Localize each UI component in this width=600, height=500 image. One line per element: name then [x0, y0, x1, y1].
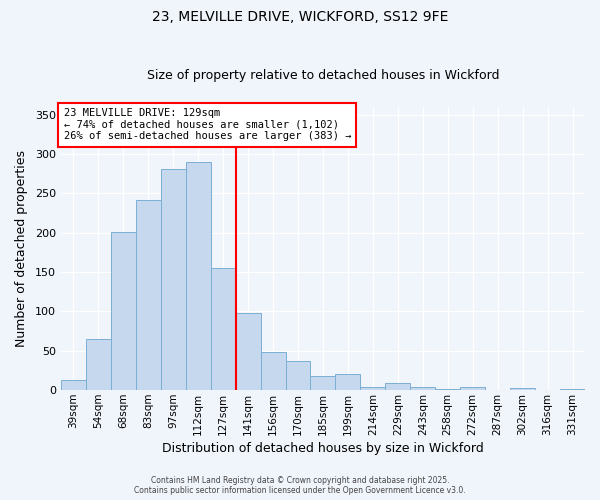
Bar — [410, 387, 435, 390]
Text: 23, MELVILLE DRIVE, WICKFORD, SS12 9FE: 23, MELVILLE DRIVE, WICKFORD, SS12 9FE — [152, 10, 448, 24]
Bar — [260, 352, 286, 390]
Bar — [236, 313, 260, 390]
Bar — [61, 380, 86, 390]
Bar — [460, 387, 485, 390]
X-axis label: Distribution of detached houses by size in Wickford: Distribution of detached houses by size … — [162, 442, 484, 455]
Title: Size of property relative to detached houses in Wickford: Size of property relative to detached ho… — [147, 69, 499, 82]
Bar — [335, 374, 361, 390]
Y-axis label: Number of detached properties: Number of detached properties — [15, 150, 28, 347]
Text: 23 MELVILLE DRIVE: 129sqm
← 74% of detached houses are smaller (1,102)
26% of se: 23 MELVILLE DRIVE: 129sqm ← 74% of detac… — [64, 108, 351, 142]
Text: Contains HM Land Registry data © Crown copyright and database right 2025.
Contai: Contains HM Land Registry data © Crown c… — [134, 476, 466, 495]
Bar — [211, 268, 236, 390]
Bar — [385, 383, 410, 390]
Bar — [136, 200, 161, 390]
Bar — [86, 339, 111, 390]
Bar — [111, 232, 136, 390]
Bar — [361, 387, 385, 390]
Bar — [186, 162, 211, 390]
Bar — [435, 388, 460, 390]
Bar — [286, 361, 310, 390]
Bar — [510, 388, 535, 390]
Bar — [161, 169, 186, 390]
Bar — [310, 376, 335, 390]
